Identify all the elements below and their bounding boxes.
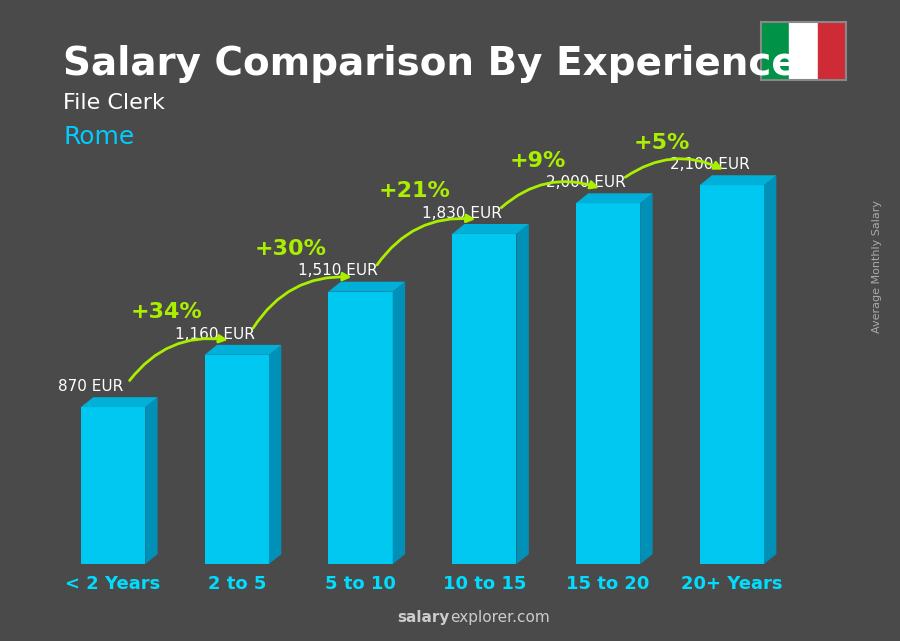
Polygon shape [392, 281, 405, 564]
Text: salary: salary [398, 610, 450, 625]
Polygon shape [764, 175, 777, 564]
Text: Rome: Rome [63, 125, 134, 149]
Polygon shape [452, 224, 529, 234]
Bar [817, 22, 846, 80]
Text: Salary Comparison By Experience: Salary Comparison By Experience [63, 45, 797, 83]
Polygon shape [576, 194, 652, 203]
Bar [452, 234, 517, 564]
Text: explorer.com: explorer.com [450, 610, 550, 625]
Polygon shape [145, 397, 158, 564]
Text: +30%: +30% [255, 239, 327, 259]
Text: +5%: +5% [634, 133, 690, 153]
Text: 2,000 EUR: 2,000 EUR [546, 175, 625, 190]
Bar [760, 22, 789, 80]
Polygon shape [640, 194, 652, 564]
Bar [699, 185, 764, 564]
Text: File Clerk: File Clerk [63, 93, 165, 113]
Text: Average Monthly Salary: Average Monthly Salary [872, 201, 883, 333]
Text: +21%: +21% [379, 181, 450, 201]
Text: 2,100 EUR: 2,100 EUR [670, 157, 750, 172]
Polygon shape [204, 345, 282, 354]
Polygon shape [328, 281, 405, 292]
Text: 870 EUR: 870 EUR [58, 379, 123, 394]
Bar [789, 22, 817, 80]
Polygon shape [517, 224, 529, 564]
Text: 1,510 EUR: 1,510 EUR [299, 263, 378, 278]
Bar [328, 292, 392, 564]
Bar [81, 407, 145, 564]
Bar [576, 203, 640, 564]
Polygon shape [269, 345, 282, 564]
Polygon shape [699, 175, 777, 185]
Text: 1,830 EUR: 1,830 EUR [422, 206, 502, 221]
Polygon shape [81, 397, 158, 407]
Text: +34%: +34% [131, 303, 202, 322]
Text: 1,160 EUR: 1,160 EUR [175, 327, 255, 342]
Bar [204, 354, 269, 564]
Text: +9%: +9% [510, 151, 566, 171]
